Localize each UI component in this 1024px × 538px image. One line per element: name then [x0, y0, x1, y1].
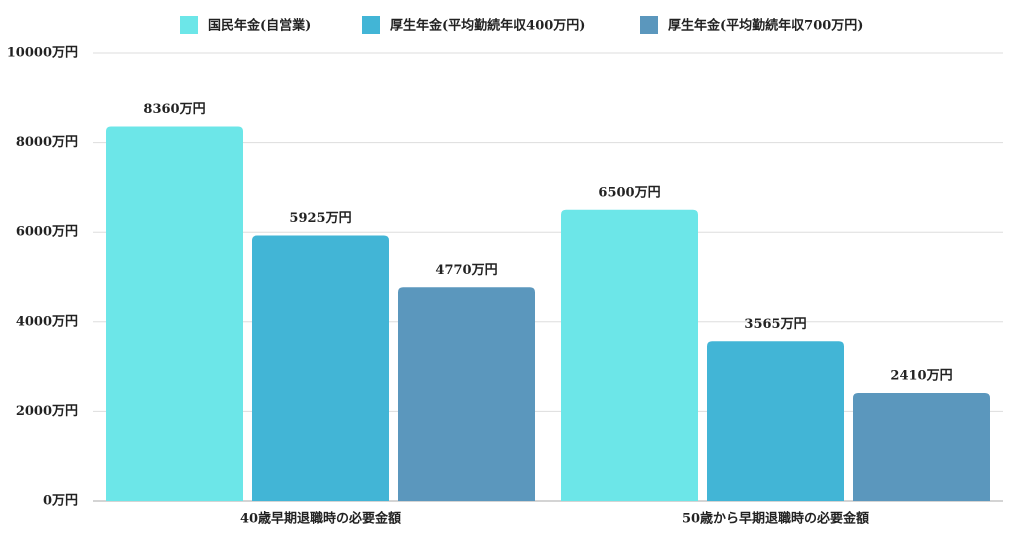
y-tick-label: 10000万円	[7, 46, 78, 61]
value-label: 6500万円	[598, 185, 660, 200]
y-tick-label: 2000万円	[16, 404, 78, 419]
value-label: 2410万円	[890, 369, 952, 384]
y-tick-label: 6000万円	[16, 225, 78, 240]
x-tick-label: 50歳から早期退職時の必要金額	[682, 511, 869, 527]
legend-label: 厚生年金(平均勤続年収400万円)	[390, 18, 585, 34]
bar	[561, 209, 698, 502]
x-tick-label: 40歳早期退職時の必要金額	[240, 511, 401, 527]
legend-label: 厚生年金(平均勤続年収700万円)	[668, 18, 863, 34]
bar	[252, 235, 389, 501]
value-label: 5925万円	[289, 211, 351, 226]
y-tick-label: 4000万円	[16, 314, 78, 329]
legend-label: 国民年金(自営業)	[208, 18, 311, 34]
bar	[853, 393, 990, 501]
y-tick-label: 0万円	[43, 494, 78, 509]
value-label: 4770万円	[435, 263, 497, 278]
value-label: 8360万円	[143, 102, 205, 117]
legend-swatch	[640, 16, 658, 34]
value-label: 3565万円	[744, 317, 806, 332]
y-tick-label: 8000万円	[16, 135, 78, 150]
legend-swatch	[362, 16, 380, 34]
bar	[707, 341, 844, 501]
bar	[106, 126, 243, 502]
bar	[398, 287, 535, 501]
legend-swatch	[180, 16, 198, 34]
